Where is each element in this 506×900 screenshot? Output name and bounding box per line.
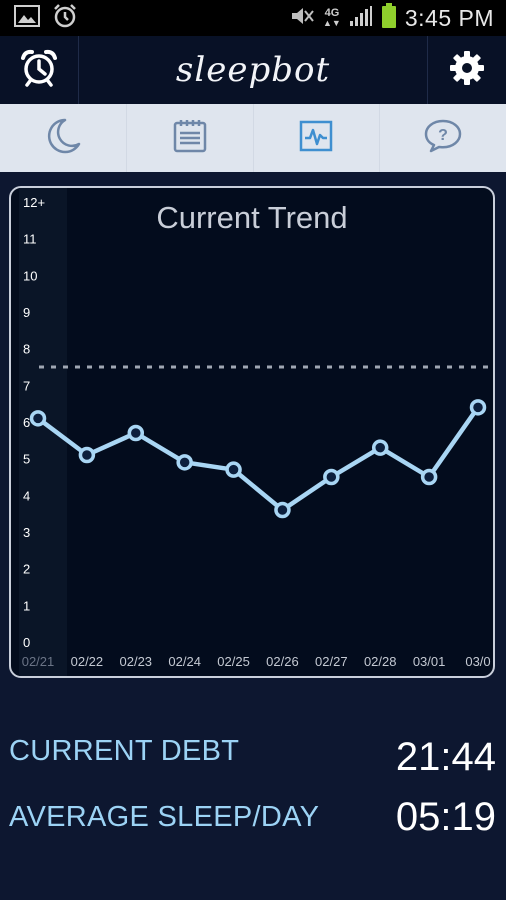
- x-tick-label: 03/0: [465, 654, 490, 669]
- alarm-clock-icon: [52, 3, 78, 33]
- trend-chart: 0 1 2 3 4 5 6 7 8 9 10 11 12+ 02/21 02/22 02/23 02/24 02/…: [9, 186, 495, 678]
- chart-title: Current Trend: [156, 200, 348, 235]
- x-tick-label: 02/25: [217, 654, 250, 669]
- x-tick-label: 02/26: [266, 654, 299, 669]
- y-tick-label: 5: [23, 452, 30, 467]
- tab-trend[interactable]: [254, 104, 381, 172]
- data-point: [469, 399, 487, 416]
- network-type: 4G ▲▼: [323, 7, 341, 29]
- app-logo: sleepbot: [175, 50, 331, 90]
- status-clock: 3:45 PM: [404, 4, 494, 31]
- settings-button[interactable]: [427, 36, 506, 104]
- moon-icon: [43, 116, 83, 160]
- svg-text:?: ?: [438, 127, 448, 144]
- notepad-icon: [172, 118, 208, 158]
- alarm-button[interactable]: [0, 36, 79, 104]
- signal-icon: [349, 5, 373, 31]
- trend-chart-svg: 0 1 2 3 4 5 6 7 8 9 10 11 12+ 02/21 02/22 02/23 02/24 02/…: [19, 188, 491, 676]
- y-tick-label: 6: [23, 415, 30, 430]
- data-point: [371, 439, 389, 456]
- x-tick-label: 02/27: [315, 654, 348, 669]
- y-tick-label: 3: [23, 525, 30, 540]
- gear-icon: [448, 49, 486, 91]
- y-tick-label: 10: [23, 268, 37, 283]
- x-tick-label: 03/01: [413, 654, 446, 669]
- tab-log[interactable]: [127, 104, 254, 172]
- data-point: [78, 446, 96, 464]
- average-sleep-value: 05:19: [395, 795, 496, 839]
- data-point: [274, 501, 291, 519]
- tab-help[interactable]: ?: [380, 104, 506, 172]
- x-tick-label: 02/23: [120, 654, 153, 669]
- y-tick-label: 0: [23, 635, 30, 650]
- tab-bar: ?: [0, 104, 506, 172]
- question-bubble-icon: ?: [423, 118, 463, 158]
- current-debt-label: CURRENT DEBT: [9, 735, 240, 767]
- current-debt-value: 21:44: [395, 735, 496, 779]
- y-tick-label: 1: [23, 598, 30, 613]
- data-point: [323, 468, 340, 486]
- battery-icon: [381, 3, 397, 33]
- tab-sleep[interactable]: [0, 104, 127, 172]
- y-tick-label: 11: [23, 232, 37, 247]
- y-tick-label: 7: [23, 378, 30, 393]
- y-tick-label: 8: [23, 342, 30, 357]
- app-header: sleepbot: [0, 36, 506, 105]
- y-tick-label: 12+: [23, 195, 45, 210]
- picture-icon: [14, 5, 40, 31]
- data-point: [420, 468, 438, 486]
- y-tick-label: 9: [23, 305, 30, 320]
- y-tick-label: 2: [23, 562, 30, 577]
- data-point: [176, 454, 193, 471]
- y-tick-label: 4: [23, 488, 30, 503]
- x-tick-label: 02/24: [168, 654, 201, 669]
- data-point: [29, 410, 47, 427]
- mute-icon: [289, 5, 315, 31]
- average-sleep-label: AVERAGE SLEEP/DAY: [9, 801, 320, 833]
- alarm-clock-icon: [19, 48, 59, 92]
- status-bar: 4G ▲▼ 3:45 PM: [0, 0, 506, 36]
- x-tick-label: 02/22: [71, 654, 104, 669]
- x-tick-label: 02/21: [22, 654, 55, 669]
- series-line: [36, 406, 480, 513]
- pulse-chart-icon: [299, 120, 333, 156]
- data-point: [127, 424, 145, 442]
- data-point: [225, 461, 242, 478]
- x-tick-label: 02/28: [364, 654, 397, 669]
